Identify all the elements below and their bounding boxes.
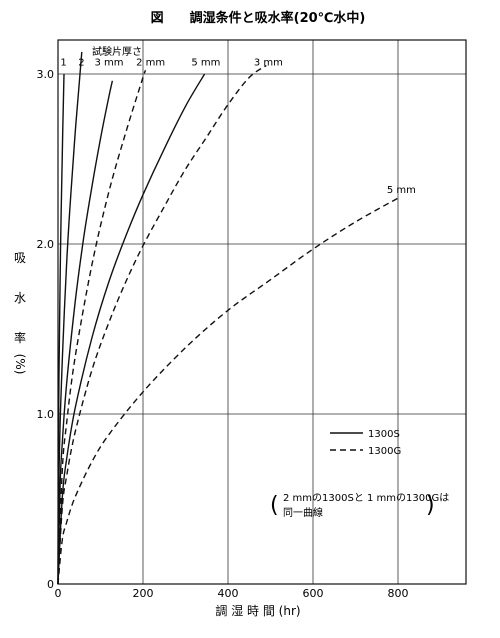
x-tick-label-800: 800 <box>388 587 409 600</box>
y-tick-label-0: 0 <box>47 578 54 591</box>
curves <box>57 51 399 585</box>
thickness-header: 試験片厚さ <box>92 45 142 58</box>
curve-5-solid <box>57 73 206 585</box>
grid <box>58 40 466 584</box>
x-tick-label-0: 0 <box>55 587 62 600</box>
y-axis-label-unit: (%) <box>13 354 27 375</box>
x-tick-label-400: 400 <box>218 587 239 600</box>
y-tick-label-3.0: 3.0 <box>37 68 55 81</box>
note: ( 2 mmの1300Sと 1 mmの1300Gは 同一曲線 ) <box>270 492 449 519</box>
y-tick-label-1.0: 1.0 <box>37 408 55 421</box>
x-tick-label-600: 600 <box>303 587 324 600</box>
note-open-paren: ( <box>270 493 279 518</box>
curve-label-2: 2 <box>78 58 84 69</box>
curve-labels: 1 2 3 mm 2 mm 5 mm 3 mm 5 mm <box>60 58 416 197</box>
curve-7-dashed <box>57 197 399 585</box>
curve-6-dashed <box>57 64 267 585</box>
y-axis-label: 吸 水 率 (%) <box>13 251 27 374</box>
curve-label-7: 5 mm <box>387 185 416 196</box>
x-tick-label-200: 200 <box>133 587 154 600</box>
curve-3-solid <box>57 80 114 585</box>
note-line-2: 同一曲線 <box>283 506 323 519</box>
plot-frame <box>57 39 467 585</box>
curve-2-solid <box>57 51 83 585</box>
curve-label-4: 2 mm <box>136 58 165 69</box>
y-axis-label-char-2: 水 <box>14 291 26 305</box>
y-tick-label-2.0: 2.0 <box>37 238 55 251</box>
y-axis-label-char-1: 吸 <box>14 251 26 265</box>
curve-label-5: 5 mm <box>191 58 220 69</box>
legend-label-1300s: 1300S <box>368 429 400 440</box>
x-axis-label: 調 湿 時 間 (hr) <box>215 603 300 618</box>
note-close-paren: ) <box>426 493 435 518</box>
curve-label-3: 3 mm <box>94 58 123 69</box>
curve-label-1: 1 <box>60 58 66 69</box>
curve-4-dashed <box>57 69 147 585</box>
y-tick-labels: 1.0 2.0 3.0 0 <box>37 68 55 591</box>
legend: 1300S 1300G <box>330 429 401 457</box>
chart-title: 図 調湿条件と吸水率(20℃水中) <box>151 10 366 26</box>
x-tick-labels: 0 200 400 600 800 <box>55 587 409 600</box>
y-axis-label-char-3: 率 <box>14 330 26 345</box>
legend-label-1300g: 1300G <box>368 446 401 457</box>
curve-label-6: 3 mm <box>254 58 283 69</box>
note-line-1: 2 mmの1300Sと 1 mmの1300Gは <box>283 492 449 504</box>
